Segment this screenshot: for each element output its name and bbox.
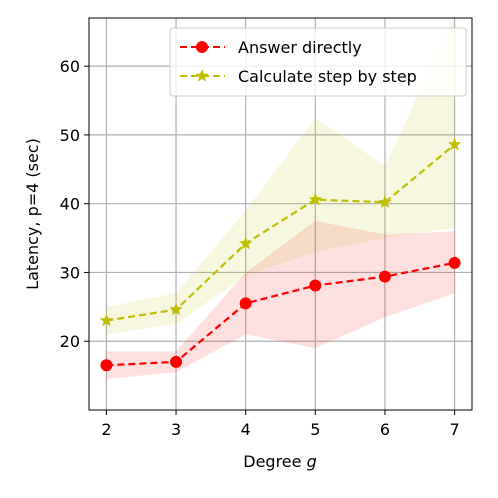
- y-tick-label: 30: [60, 263, 80, 282]
- point-calculate-step-by-step: [308, 192, 322, 206]
- y-tick-label: 20: [60, 332, 80, 351]
- legend-label-calculate-step-by-step: Calculate step by step: [238, 67, 417, 86]
- x-tick-label: 5: [310, 420, 320, 439]
- point-answer-directly: [309, 279, 322, 292]
- point-answer-directly: [239, 297, 252, 310]
- point-answer-directly: [170, 355, 183, 368]
- legend-label-answer-directly: Answer directly: [238, 38, 362, 57]
- confidence-bands: [106, 18, 455, 380]
- x-tick-label: 4: [241, 420, 251, 439]
- legend: Answer directly Calculate step by step: [169, 27, 467, 97]
- x-tick-label: 2: [101, 420, 111, 439]
- point-calculate-step-by-step: [447, 137, 462, 151]
- x-tick-label: 7: [449, 420, 459, 439]
- point-calculate-step-by-step: [169, 302, 183, 316]
- line-calculate-step-by-step: [106, 143, 456, 322]
- series-lines: [106, 143, 456, 367]
- y-axis-label: Latency, p=4 (sec): [23, 138, 42, 290]
- y-tick-label: 60: [60, 57, 80, 76]
- y-ticks: 20 30 40 50 60: [60, 57, 89, 351]
- x-ticks: 2 3 4 5 6 7: [101, 410, 460, 439]
- point-calculate-step-by-step: [239, 236, 253, 250]
- legend-marker-calculate-step-by-step: [195, 69, 209, 82]
- legend-box: [169, 27, 467, 97]
- legend-marker-answer-directly: [196, 41, 208, 53]
- band-answer-directly: [106, 220, 455, 380]
- point-answer-directly: [448, 256, 461, 269]
- point-answer-directly: [100, 359, 113, 372]
- x-axis-label-var: g: [307, 452, 317, 471]
- y-tick-label: 40: [60, 195, 80, 214]
- point-calculate-step-by-step: [99, 313, 114, 327]
- x-axis-label-text: Degree: [243, 452, 301, 471]
- plot-frame: [88, 17, 473, 411]
- x-tick-label: 3: [171, 420, 181, 439]
- line-answer-directly: [106, 261, 455, 367]
- band-calculate-step-by-step: [106, 18, 455, 335]
- x-axis-label: Degree g: [243, 452, 316, 471]
- point-answer-directly: [378, 270, 391, 283]
- legend-item-calculate-step-by-step: Calculate step by step: [180, 67, 417, 86]
- y-tick-label: 50: [60, 126, 80, 145]
- point-calculate-step-by-step: [378, 195, 392, 208]
- x-tick-label: 6: [380, 420, 390, 439]
- series-markers: [99, 137, 462, 372]
- legend-item-answer-directly: Answer directly: [180, 38, 362, 57]
